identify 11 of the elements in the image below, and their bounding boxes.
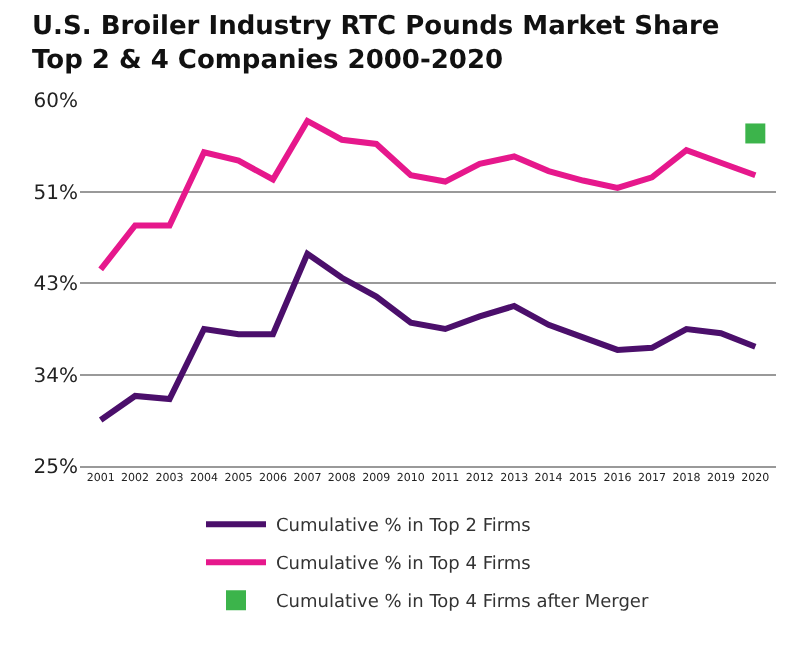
y-tick-label: 25%	[33, 457, 78, 479]
legend-label: Cumulative % in Top 4 Firms	[276, 555, 532, 576]
line-series	[97, 250, 759, 423]
y-tick-label: 60%	[33, 91, 78, 113]
legend-label: Cumulative % in Top 2 Firms	[276, 517, 532, 538]
chart-title: U.S. Broiler Industry RTC Pounds Market Share Top 2 & 4 Companies 2000-2020	[32, 11, 720, 76]
y-tick-label: 51%	[33, 182, 78, 205]
y-tick-label: 43%	[33, 274, 78, 296]
y-tick-label: 34%	[33, 365, 78, 388]
line-series	[97, 117, 759, 273]
legend-label: Cumulative % in Top 4 Firms after Merger	[276, 593, 649, 614]
